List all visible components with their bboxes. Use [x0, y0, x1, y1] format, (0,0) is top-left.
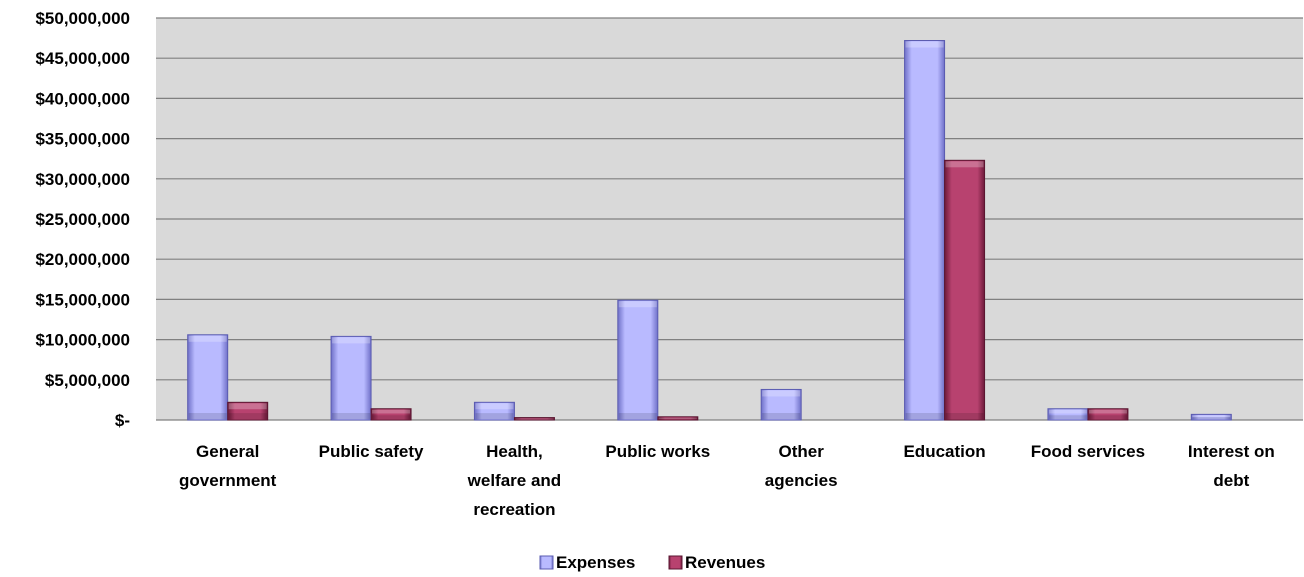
bar-expenses: [1047, 408, 1089, 421]
x-category-label: Other agencies: [765, 442, 838, 490]
bar-revenues: [513, 417, 555, 421]
bars: [187, 40, 1232, 421]
bar-expenses: [904, 40, 946, 421]
bar-revenues: [944, 159, 986, 421]
legend-swatch: [539, 555, 554, 570]
bar-expenses: [187, 334, 229, 421]
bar-expenses: [473, 401, 515, 421]
y-tick-label: $30,000,000: [35, 170, 130, 189]
x-category-label: Interest on debt: [1188, 442, 1275, 490]
y-tick-label: $20,000,000: [35, 250, 130, 269]
y-tick-label: $45,000,000: [35, 49, 130, 68]
y-tick-label: $40,000,000: [35, 89, 130, 108]
bar-expenses: [760, 388, 802, 421]
y-tick-label: $5,000,000: [45, 371, 130, 390]
legend-swatch: [668, 555, 683, 570]
bar-expenses: [617, 299, 659, 421]
x-axis-category-labels: General government Public safety Health, wel…: [179, 442, 1275, 519]
x-category-label: Food services: [1031, 442, 1145, 461]
y-tick-label: $35,000,000: [35, 130, 130, 149]
y-tick-label: $-: [115, 411, 130, 430]
x-category-label: Public works: [605, 442, 710, 461]
x-category-label: General government: [179, 442, 277, 490]
bar-revenues: [370, 408, 412, 421]
x-category-label: Education: [903, 442, 985, 461]
y-tick-label: $50,000,000: [35, 9, 130, 28]
x-category-label: Public safety: [319, 442, 424, 461]
bar-revenues: [657, 416, 699, 421]
legend-label: Expenses: [556, 553, 635, 572]
y-tick-label: $15,000,000: [35, 290, 130, 309]
legend-item-expenses: Expenses: [539, 553, 635, 572]
x-category-label: Health, welfare and recreation: [467, 442, 562, 519]
legend: Expenses Revenues: [539, 553, 765, 572]
bar-revenues: [1087, 408, 1129, 421]
legend-item-revenues: Revenues: [668, 553, 765, 572]
y-tick-label: $10,000,000: [35, 331, 130, 350]
bar-expenses: [330, 335, 372, 421]
bar-expenses: [1190, 413, 1232, 421]
y-tick-label: $25,000,000: [35, 210, 130, 229]
y-axis-tick-labels: $- $5,000,000 $10,000,000 $15,000,000 $20,00…: [35, 9, 130, 430]
bar-revenues: [227, 401, 269, 421]
legend-label: Revenues: [685, 553, 765, 572]
